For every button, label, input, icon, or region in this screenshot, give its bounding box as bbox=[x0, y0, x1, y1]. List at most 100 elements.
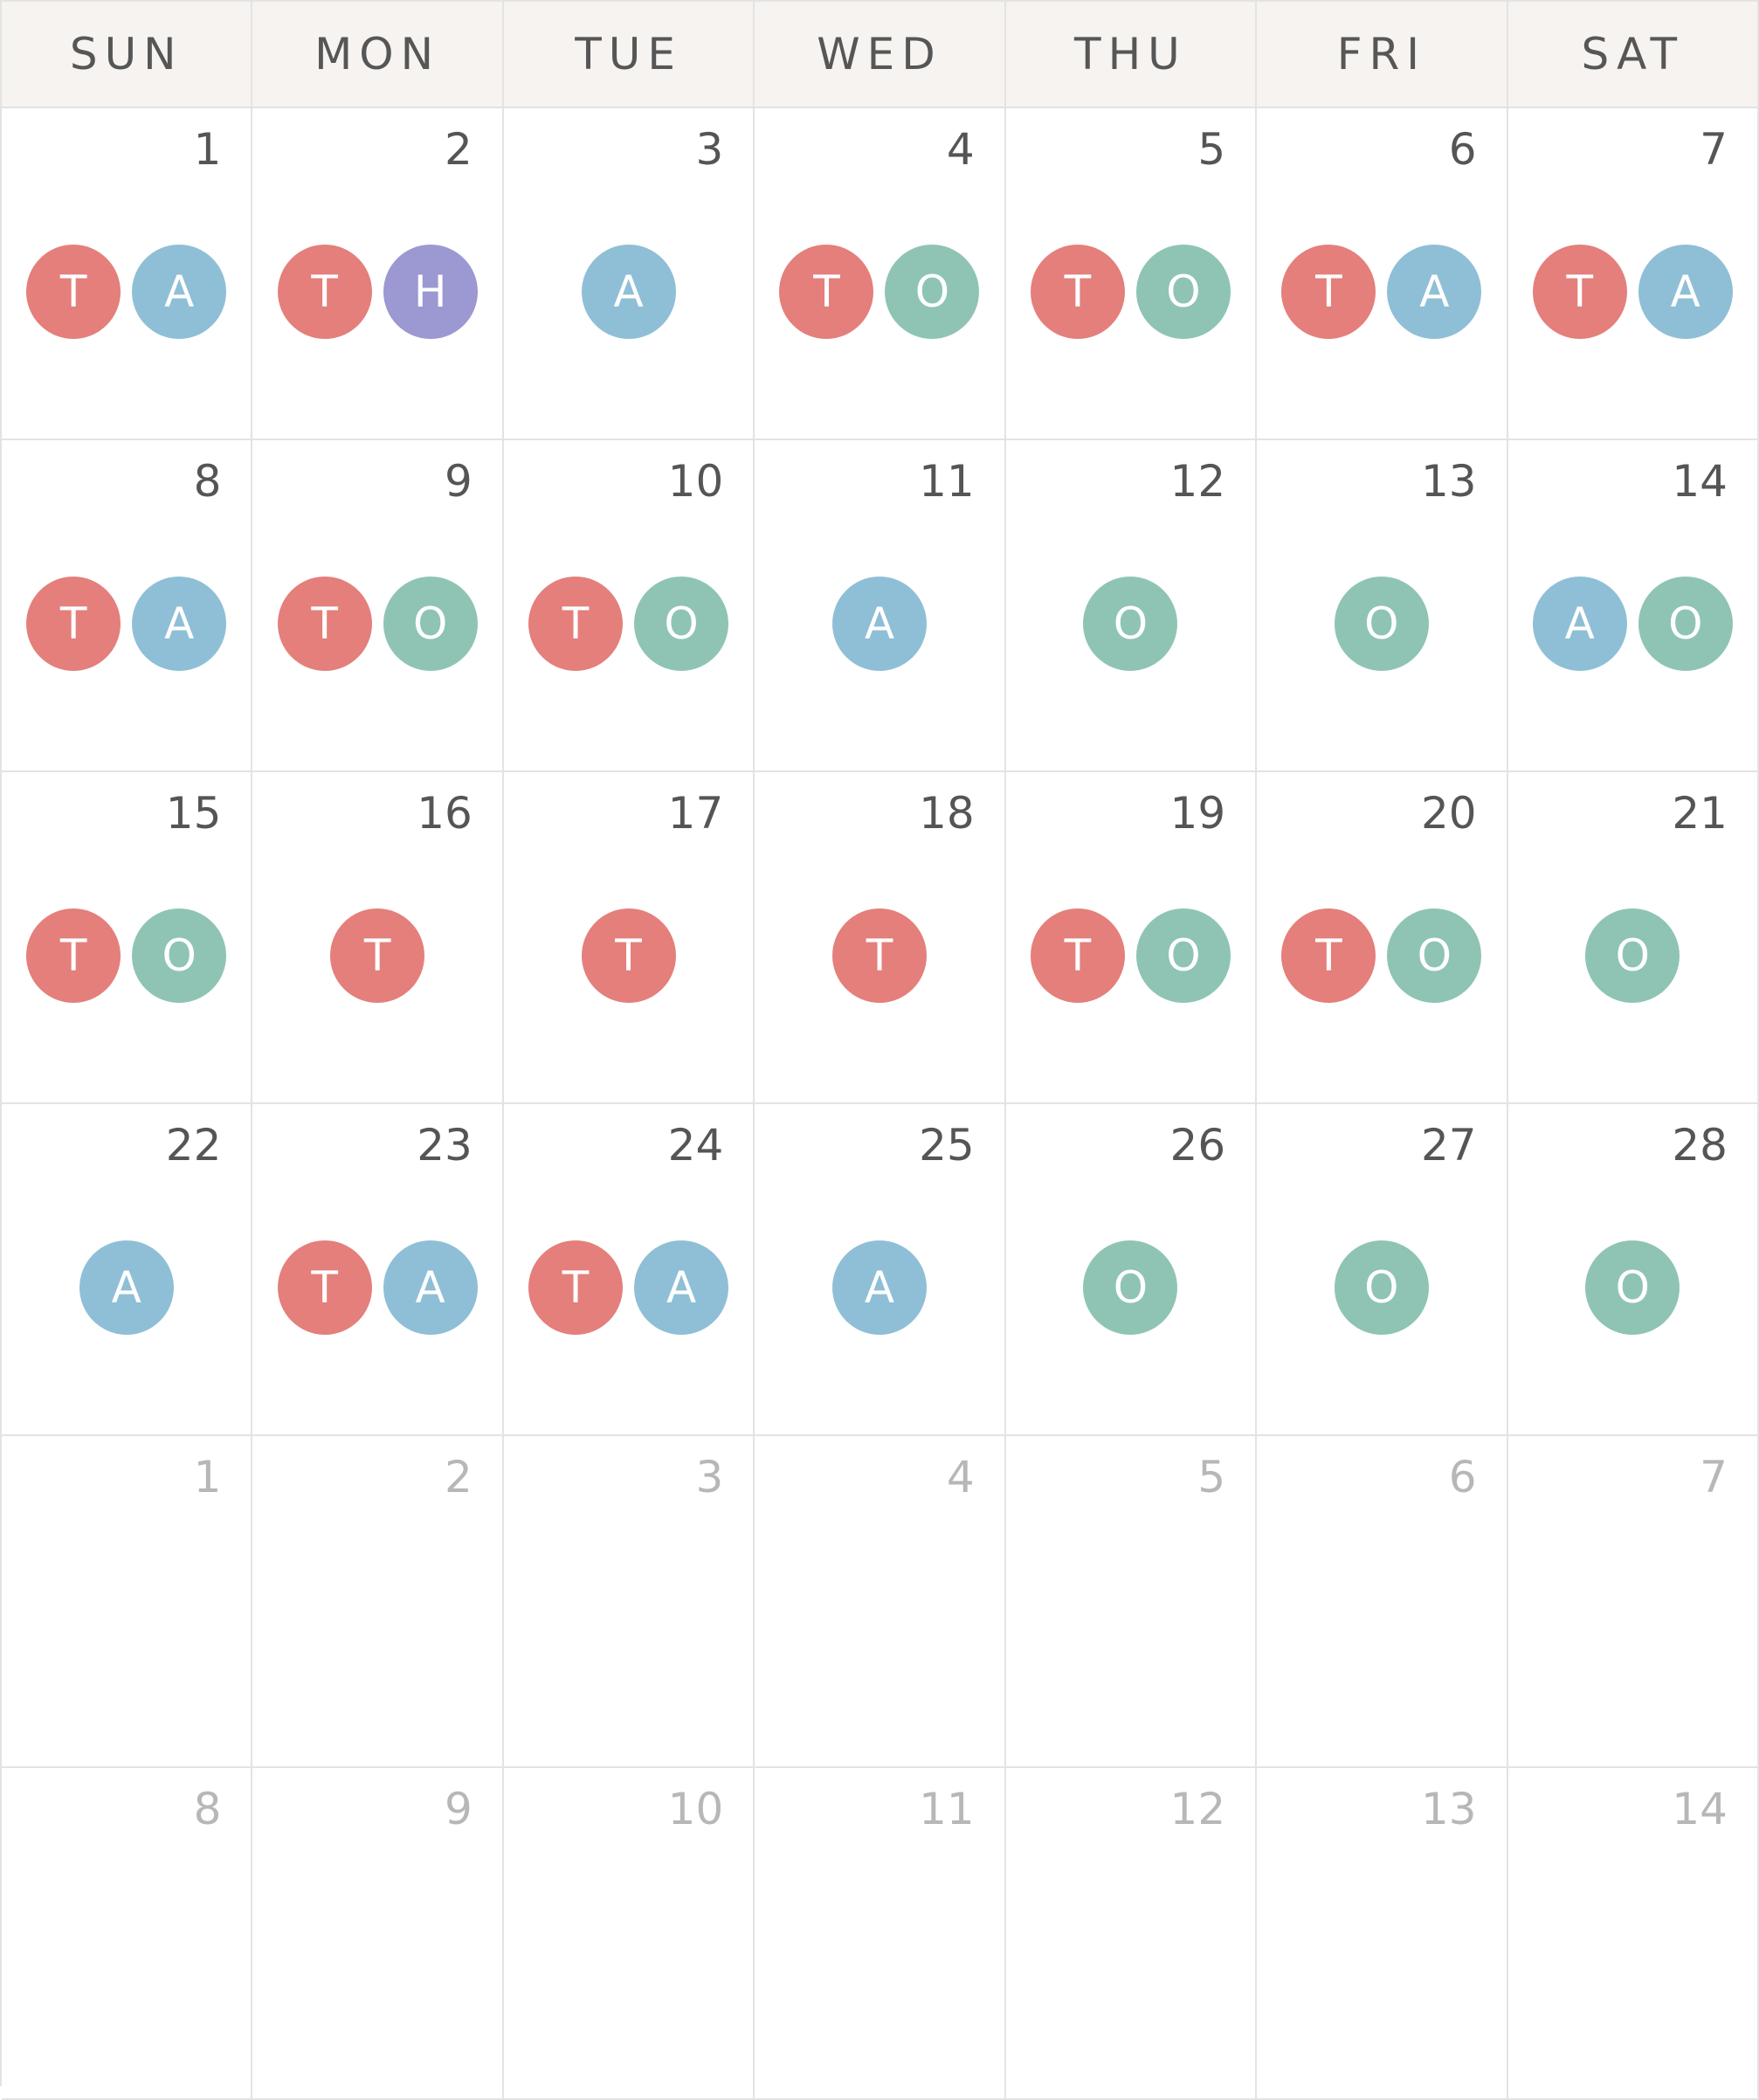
event-badge-t[interactable]: T bbox=[277, 1240, 372, 1335]
event-badge-t[interactable]: T bbox=[1030, 908, 1125, 1003]
calendar-day-cell[interactable]: 14 bbox=[1507, 1768, 1759, 2100]
event-badge-a[interactable]: A bbox=[1387, 245, 1482, 339]
event-badge-t[interactable]: T bbox=[330, 908, 425, 1003]
calendar-day-cell[interactable]: 8 bbox=[2, 1768, 253, 2100]
event-badge-t[interactable]: T bbox=[581, 908, 676, 1003]
event-badge-o[interactable]: O bbox=[1135, 908, 1231, 1003]
event-badge-a[interactable]: A bbox=[132, 577, 227, 671]
calendar-day-cell[interactable]: 28 O bbox=[1507, 1104, 1759, 1436]
event-badge-h[interactable]: H bbox=[383, 245, 478, 339]
event-badge-t[interactable]: T bbox=[277, 245, 372, 339]
calendar-day-cell[interactable]: 10 T O bbox=[503, 440, 755, 772]
calendar-day-cell[interactable]: 21 O bbox=[1507, 772, 1759, 1104]
event-badge-a[interactable]: A bbox=[1638, 245, 1733, 339]
day-number: 13 bbox=[1420, 1784, 1477, 1834]
calendar-day-cell[interactable]: 6 bbox=[1257, 1436, 1508, 1768]
calendar-day-cell[interactable]: 14 A O bbox=[1507, 440, 1759, 772]
event-badge-a[interactable]: A bbox=[581, 245, 676, 339]
calendar-day-cell[interactable]: 19 T O bbox=[1005, 772, 1258, 1104]
calendar-day-cell[interactable]: 16 T bbox=[252, 772, 504, 1104]
calendar-day-cell[interactable]: 20 T O bbox=[1257, 772, 1508, 1104]
day-number: 24 bbox=[667, 1120, 724, 1171]
calendar-day-cell[interactable]: 23 T A bbox=[252, 1104, 504, 1436]
calendar-day-cell[interactable]: 13 bbox=[1257, 1768, 1508, 2100]
event-badge-t[interactable]: T bbox=[1030, 245, 1125, 339]
event-badge-t[interactable]: T bbox=[528, 577, 624, 671]
event-badge-a[interactable]: A bbox=[79, 1240, 174, 1335]
calendar-day-cell[interactable]: 9 bbox=[252, 1768, 504, 2100]
event-badge-a[interactable]: A bbox=[383, 1240, 478, 1335]
calendar-day-cell[interactable]: 11 bbox=[755, 1768, 1006, 2100]
calendar-day-cell[interactable]: 22 A bbox=[2, 1104, 253, 1436]
event-badge-a[interactable]: A bbox=[132, 245, 227, 339]
event-badge-t[interactable]: T bbox=[779, 245, 874, 339]
calendar-day-cell[interactable]: 27 O bbox=[1257, 1104, 1508, 1436]
event-badge-o[interactable]: O bbox=[885, 245, 980, 339]
calendar-day-cell[interactable]: 18 T bbox=[755, 772, 1006, 1104]
calendar-day-cell[interactable]: 4 bbox=[755, 1436, 1006, 1768]
day-number: 14 bbox=[1672, 1784, 1728, 1834]
event-badge-o[interactable]: O bbox=[1638, 577, 1733, 671]
day-number: 5 bbox=[1197, 124, 1226, 175]
event-badge-a[interactable]: A bbox=[831, 1240, 927, 1335]
calendar-day-cell[interactable]: 26 O bbox=[1005, 1104, 1258, 1436]
event-badge-t[interactable]: T bbox=[1281, 908, 1376, 1003]
day-events: T bbox=[504, 908, 753, 1003]
event-badge-a[interactable]: A bbox=[1532, 577, 1627, 671]
event-badge-t[interactable]: T bbox=[26, 908, 121, 1003]
event-badge-o[interactable]: O bbox=[1083, 577, 1178, 671]
event-badge-o[interactable]: O bbox=[1083, 1240, 1178, 1335]
day-number: 12 bbox=[1169, 1784, 1226, 1834]
event-badge-t[interactable]: T bbox=[528, 1240, 624, 1335]
calendar-day-cell[interactable]: 10 bbox=[503, 1768, 755, 2100]
day-number: 11 bbox=[919, 1784, 975, 1834]
calendar-day-cell[interactable]: 3 bbox=[503, 1436, 755, 1768]
event-badge-o[interactable]: O bbox=[1387, 908, 1482, 1003]
calendar-day-cell[interactable]: 5 bbox=[1005, 1436, 1258, 1768]
event-badge-t[interactable]: T bbox=[1532, 245, 1627, 339]
calendar-day-cell[interactable]: 12 bbox=[1005, 1768, 1258, 2100]
event-badge-o[interactable]: O bbox=[1334, 577, 1429, 671]
calendar-day-cell[interactable]: 24 T A bbox=[503, 1104, 755, 1436]
event-badge-t[interactable]: T bbox=[26, 577, 121, 671]
event-badge-o[interactable]: O bbox=[634, 577, 729, 671]
weekday-fri: FRI bbox=[1257, 2, 1508, 107]
event-badge-o[interactable]: O bbox=[383, 577, 478, 671]
event-badge-a[interactable]: A bbox=[634, 1240, 729, 1335]
event-badge-o[interactable]: O bbox=[1585, 1240, 1680, 1335]
weekday-tue: TUE bbox=[504, 2, 755, 107]
calendar-day-cell[interactable]: 1 bbox=[2, 1436, 253, 1768]
calendar-day-cell[interactable]: 11 A bbox=[755, 440, 1006, 772]
event-badge-o[interactable]: O bbox=[1135, 245, 1231, 339]
event-badge-o[interactable]: O bbox=[1585, 908, 1680, 1003]
calendar-day-cell[interactable]: 15 T O bbox=[2, 772, 253, 1104]
event-badge-t[interactable]: T bbox=[26, 245, 121, 339]
event-badge-o[interactable]: O bbox=[132, 908, 227, 1003]
calendar-grid: 1 T A 2 T H 3 A 4 T O 5 T O 6 T A 7 T A 8 T A 9 T O 10 T O 11 A 12 O 13 O 1… bbox=[2, 108, 1759, 2100]
event-badge-t[interactable]: T bbox=[831, 908, 927, 1003]
calendar-day-cell[interactable]: 13 O bbox=[1257, 440, 1508, 772]
calendar-day-cell[interactable]: 2 bbox=[252, 1436, 504, 1768]
event-badge-t[interactable]: T bbox=[1281, 245, 1376, 339]
calendar-day-cell[interactable]: 7 bbox=[1507, 1436, 1759, 1768]
calendar-day-cell[interactable]: 12 O bbox=[1005, 440, 1258, 772]
calendar-day-cell[interactable]: 17 T bbox=[503, 772, 755, 1104]
day-events: A bbox=[755, 577, 1004, 671]
event-badge-a[interactable]: A bbox=[831, 577, 927, 671]
calendar-day-cell[interactable]: 25 A bbox=[755, 1104, 1006, 1436]
event-badge-o[interactable]: O bbox=[1334, 1240, 1429, 1335]
day-number: 12 bbox=[1169, 456, 1226, 507]
event-badge-t[interactable]: T bbox=[277, 577, 372, 671]
